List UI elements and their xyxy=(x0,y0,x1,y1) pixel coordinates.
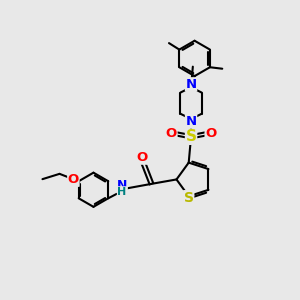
Text: O: O xyxy=(205,127,216,140)
Text: N: N xyxy=(185,115,197,128)
Text: O: O xyxy=(68,173,79,186)
Text: N: N xyxy=(185,78,197,91)
Text: N: N xyxy=(117,179,127,192)
Text: S: S xyxy=(184,191,194,205)
Text: O: O xyxy=(136,151,147,164)
Text: S: S xyxy=(186,129,196,144)
Text: H: H xyxy=(117,187,127,197)
Text: O: O xyxy=(166,127,177,140)
